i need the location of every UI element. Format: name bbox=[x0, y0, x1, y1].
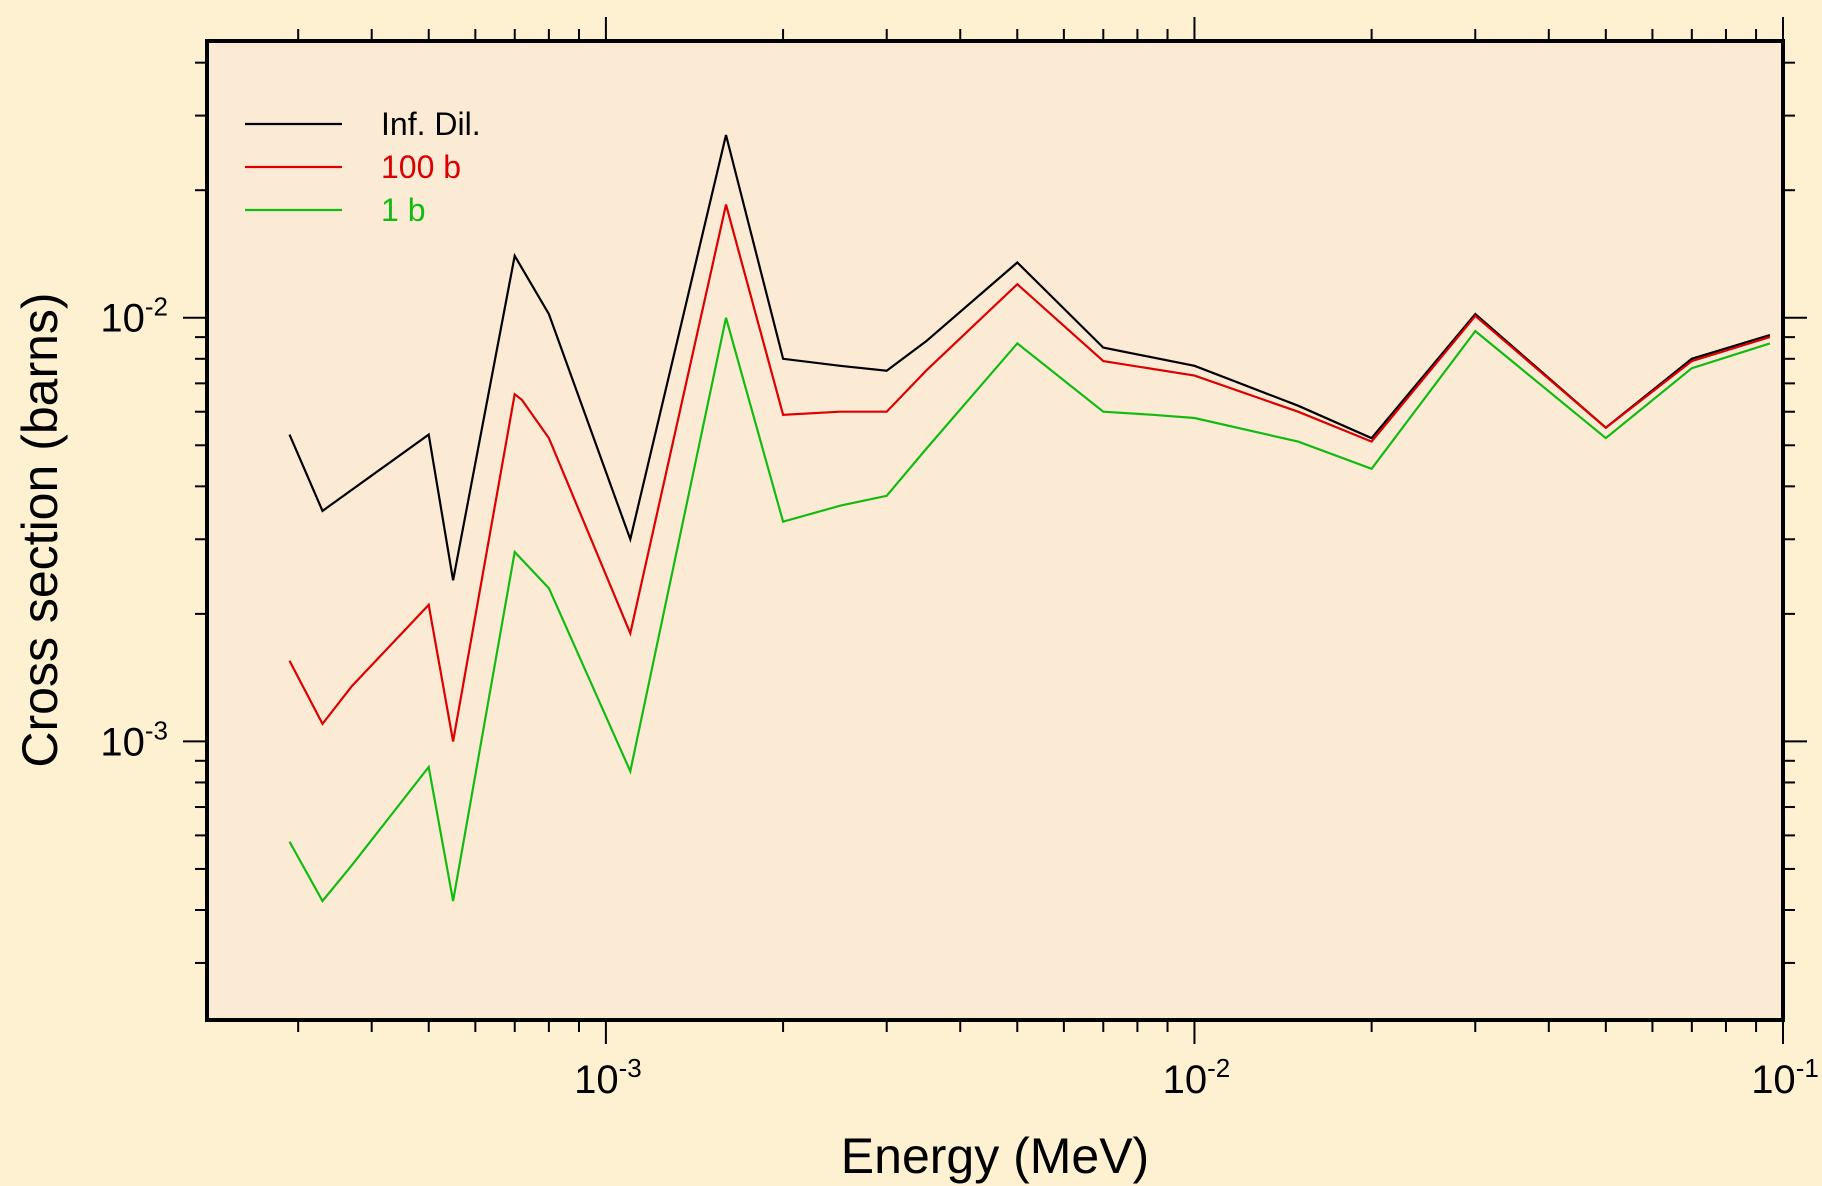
legend-label: 1 b bbox=[381, 192, 425, 228]
series-line bbox=[288, 204, 1771, 742]
x-tick-label: 10-1 bbox=[1751, 1053, 1819, 1102]
y-tick-label: 10-2 bbox=[100, 292, 168, 341]
y-tick-labels: 10-3 10-2 bbox=[100, 292, 168, 765]
x-tick-label: 10-2 bbox=[1163, 1053, 1231, 1102]
x-tick-label: 10-3 bbox=[574, 1053, 642, 1102]
y-tick-label: 10-3 bbox=[100, 715, 168, 764]
x-axis-label: Energy (MeV) bbox=[841, 1128, 1149, 1184]
series-line bbox=[288, 134, 1771, 581]
data-series bbox=[288, 134, 1771, 903]
y-axis-label: Cross section (barns) bbox=[12, 292, 68, 767]
axis-ticks bbox=[183, 17, 1807, 1044]
series-line bbox=[288, 317, 1771, 903]
legend: Inf. Dil. 100 b 1 b bbox=[245, 106, 481, 228]
plot-area bbox=[205, 39, 1785, 1022]
x-tick-labels: 10-3 10-2 10-1 bbox=[574, 1053, 1819, 1102]
legend-label: Inf. Dil. bbox=[381, 106, 481, 142]
legend-label: 100 b bbox=[381, 149, 461, 185]
